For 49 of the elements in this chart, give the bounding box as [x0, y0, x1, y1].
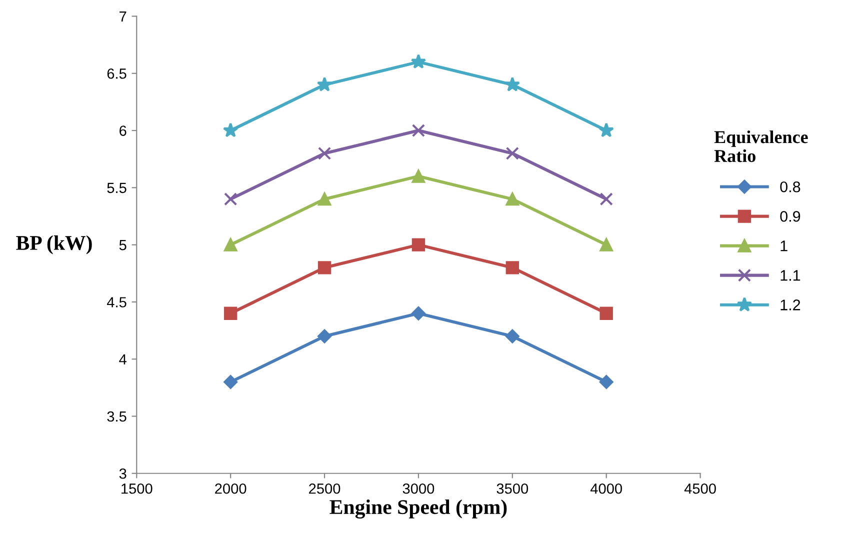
y-tick-label: 5.5: [107, 182, 126, 194]
point: [224, 192, 238, 206]
point: [412, 170, 426, 183]
point: [318, 329, 332, 344]
x-tick-label: 3500: [496, 483, 528, 494]
point: [599, 375, 614, 389]
point: [600, 192, 613, 206]
y-tick-label: 7: [120, 11, 126, 22]
point: [222, 122, 238, 138]
y-tick-label: 4.5: [106, 297, 126, 308]
legend-label: 0.8: [780, 181, 800, 192]
y-tick-label: 6.5: [107, 68, 126, 79]
x-tick-label: 4000: [590, 483, 622, 494]
point: [412, 124, 426, 138]
point: [506, 146, 519, 160]
x-tick-label: 2500: [309, 483, 340, 494]
y-tick-label: 4: [119, 354, 126, 364]
y-tick-label: 5: [119, 240, 126, 250]
point: [600, 238, 613, 252]
x-tick-label: 1500: [122, 483, 152, 494]
point: [224, 375, 238, 389]
point: [412, 238, 426, 252]
point: [505, 329, 520, 344]
y-tick-label: 3: [119, 468, 126, 479]
point: [600, 306, 613, 320]
y-tick-label: 6: [120, 126, 126, 136]
point: [506, 261, 519, 274]
x-axis-title: Engine Speed (rpm): [330, 499, 507, 519]
point: [318, 261, 332, 274]
legend-label: 1.2: [780, 300, 800, 310]
point: [412, 306, 426, 320]
y-axis-title: BP (kW): [16, 235, 92, 254]
point: [318, 146, 332, 160]
point: [598, 122, 614, 138]
point: [224, 238, 238, 252]
point: [410, 54, 426, 69]
point: [506, 192, 519, 206]
point: [316, 76, 332, 92]
legend-label: 1: [780, 240, 788, 252]
point: [504, 76, 520, 92]
legend-label: 0.9: [780, 210, 800, 222]
legend-title: Equivalence Ratio: [714, 130, 808, 162]
legend-label: 1.1: [780, 270, 800, 281]
x-tick-label: 4500: [684, 483, 716, 494]
x-tick-label: 2000: [215, 483, 246, 494]
x-tick-label: 3000: [402, 483, 434, 494]
point: [318, 192, 332, 206]
y-tick-label: 3.5: [107, 411, 126, 422]
point: [224, 306, 238, 320]
